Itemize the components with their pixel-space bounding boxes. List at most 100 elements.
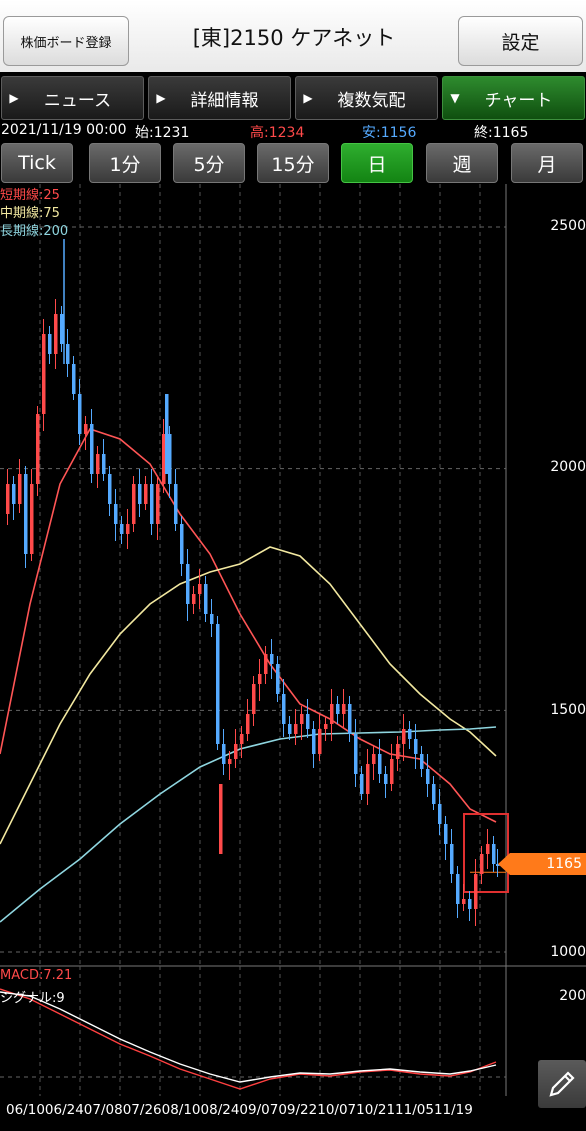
close-price: 終:1165 <box>474 125 529 141</box>
candle-body <box>456 874 460 904</box>
candle-body <box>24 474 28 554</box>
candle-body <box>288 724 292 734</box>
chevron-down-icon: ▼ <box>450 91 460 105</box>
candle-body <box>72 364 76 394</box>
long-ma-line <box>0 726 497 923</box>
candle-body <box>219 784 223 854</box>
candle-body <box>66 344 70 364</box>
tab-news[interactable]: ▶ ニュース <box>1 76 144 120</box>
price-axis-label: 1000 <box>550 944 586 960</box>
candle-body <box>165 394 169 474</box>
candle-body <box>366 764 370 794</box>
candle-body <box>222 744 226 764</box>
candle-body <box>120 524 124 534</box>
candle-body <box>438 804 442 824</box>
high-price: 高:1234 <box>250 125 305 141</box>
candle-body <box>474 874 478 909</box>
chart-area[interactable]: 短期線:25 中期線:75 長期線:200 2500 2000 1500 100… <box>0 184 586 1127</box>
candle-body <box>408 729 412 739</box>
candle-body <box>486 844 490 854</box>
candle-body <box>144 484 148 504</box>
candle-body <box>492 844 496 864</box>
candle-body <box>270 654 274 664</box>
candle-body <box>18 474 22 504</box>
candle-body <box>258 674 262 684</box>
candle-body <box>84 424 88 434</box>
macd-axis-label: 200 <box>559 988 586 1004</box>
candle-body <box>246 714 250 734</box>
tab-chart[interactable]: ▼ チャート <box>442 76 585 120</box>
date-axis-labels: 06/1006/2407/0807/2608/1008/2409/0709/22… <box>6 1102 473 1118</box>
candle-body <box>414 739 418 754</box>
candle-body <box>282 694 286 724</box>
candle-body <box>6 484 10 514</box>
timeframe-monthly-button[interactable]: 月 <box>511 143 583 183</box>
candle-body <box>156 484 160 524</box>
candle-body <box>432 784 436 804</box>
candle-body <box>204 584 208 614</box>
candle-body <box>216 624 220 744</box>
candle-body <box>114 504 118 524</box>
candle-body <box>426 769 430 784</box>
tab-multi-quote[interactable]: ▶ 複数気配 <box>295 76 438 120</box>
candle-body <box>42 334 46 414</box>
candle-body <box>294 724 298 734</box>
app-header: 株価ボード登録 [東]2150 ケアネット 設定 <box>0 0 586 72</box>
legend-macd: MACD:7.21 <box>0 968 73 983</box>
timeframe-1min-button[interactable]: 1分 <box>89 143 161 183</box>
register-board-button[interactable]: 株価ボード登録 <box>3 16 129 66</box>
candle-body <box>348 704 352 734</box>
candle-body <box>354 734 358 774</box>
bar-date: 2021/11/19 00:00 <box>1 122 127 138</box>
candle-body <box>162 434 166 484</box>
ohlc-info: 2021/11/19 00:00 始:1231 高:1234 安:1156 終:… <box>0 121 586 141</box>
current-price-tag: 1165 <box>498 853 586 875</box>
candle-body <box>336 704 340 714</box>
candle-body <box>312 729 316 754</box>
play-icon: ▶ <box>156 91 166 105</box>
timeframe-tick-button[interactable]: Tick <box>1 143 73 183</box>
candle-body <box>450 844 454 874</box>
candle-body <box>192 594 196 604</box>
candlestick-chart <box>0 184 586 1096</box>
candle-body <box>168 434 172 484</box>
candle-body <box>306 714 310 729</box>
timeframe-15min-button[interactable]: 15分 <box>257 143 329 183</box>
candle-body <box>300 714 304 724</box>
timeframe-daily-button[interactable]: 日 <box>341 143 413 183</box>
candle-body <box>174 484 178 524</box>
candle-body <box>234 744 238 759</box>
legend-mid-ma: 中期線:75 <box>0 206 60 221</box>
timeframe-weekly-button[interactable]: 週 <box>426 143 498 183</box>
pencil-icon[interactable] <box>538 1060 586 1108</box>
candle-body <box>240 734 244 744</box>
mid-ma-line <box>0 546 497 845</box>
signal-line <box>0 991 497 1083</box>
price-axis-label: 1500 <box>550 702 586 718</box>
candle-body <box>12 484 16 504</box>
candle-body <box>186 564 190 604</box>
candle-body <box>78 394 82 434</box>
candle-body <box>372 754 376 764</box>
candle-body <box>96 454 100 474</box>
candle-body <box>126 524 130 534</box>
legend-short-ma: 短期線:25 <box>0 188 60 203</box>
candle-body <box>108 474 112 504</box>
open-price: 始:1231 <box>135 125 190 141</box>
price-axis-label: 2000 <box>550 459 586 475</box>
nav-tabs: ▶ ニュース ▶ 詳細情報 ▶ 複数気配 ▼ チャート <box>0 74 586 120</box>
settings-button[interactable]: 設定 <box>458 16 583 66</box>
candle-body <box>48 334 52 354</box>
candle-body <box>330 704 334 724</box>
candle-body <box>228 759 232 764</box>
timeframe-5min-button[interactable]: 5分 <box>173 143 245 183</box>
candle-body <box>342 704 346 714</box>
candle-body <box>276 664 280 694</box>
candle-body <box>90 424 94 474</box>
tab-details[interactable]: ▶ 詳細情報 <box>148 76 291 120</box>
macd-line <box>0 988 497 1090</box>
candle-body <box>462 899 466 904</box>
candle-body <box>378 754 382 774</box>
candle-body <box>420 754 424 769</box>
candle-body <box>138 484 142 504</box>
